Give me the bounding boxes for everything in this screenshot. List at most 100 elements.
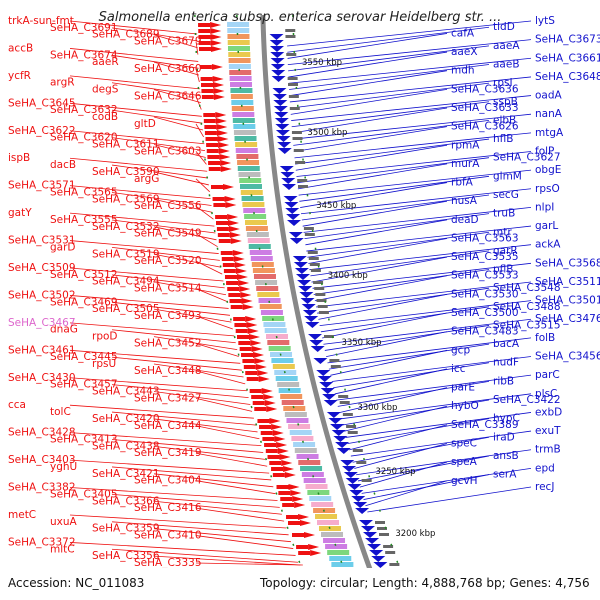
genome-title: Salmonella enterica subsp. enterica sero… <box>98 10 502 25</box>
left-connector <box>153 116 204 131</box>
cds-band <box>245 226 268 231</box>
left-connector <box>195 562 303 566</box>
forward-gene <box>200 77 213 81</box>
forward-gene <box>230 238 242 244</box>
forward-gene <box>216 124 228 130</box>
right-gene-label: oadA <box>535 90 563 102</box>
right-gene-label: ribB <box>493 375 514 387</box>
gc-skew <box>286 53 297 56</box>
forward-gene <box>236 274 248 280</box>
gc-skew <box>346 425 357 428</box>
right-gene-label: serA <box>493 469 517 481</box>
left-connector <box>153 89 201 103</box>
forward-gene <box>239 347 252 351</box>
right-gene-label: rbfA <box>451 177 474 189</box>
gc-skew <box>287 77 298 80</box>
cds-band <box>236 154 259 159</box>
reverse-gene <box>269 34 284 40</box>
left-gene-label: dnaG <box>50 324 78 336</box>
left-connector <box>111 411 256 426</box>
forward-gene <box>239 286 251 292</box>
reverse-gene <box>359 520 373 526</box>
forward-gene <box>235 268 247 274</box>
gc-skew <box>329 359 340 362</box>
left-connector <box>195 205 214 220</box>
cds-band <box>264 328 287 333</box>
cds-band <box>227 28 250 33</box>
gene-features <box>198 22 400 574</box>
right-connector <box>349 424 448 451</box>
right-gene-label: recJ <box>535 481 554 493</box>
reverse-gene <box>367 544 382 550</box>
right-gene-label: rpmA <box>451 139 480 151</box>
left-gene-label: SeHA_C3444 <box>134 420 202 432</box>
reverse-gene <box>293 262 308 268</box>
gc-skew <box>293 149 304 152</box>
left-gene-label: SeHA_C3689 <box>92 29 160 41</box>
gc-skew <box>307 251 318 254</box>
forward-gene <box>254 358 266 364</box>
left-connector <box>69 157 208 172</box>
left-gene-label: SeHA_C3443 <box>92 385 160 397</box>
cds-band <box>239 178 262 183</box>
left-connector <box>111 384 249 399</box>
forward-gene <box>263 394 275 400</box>
gc-skew <box>379 533 390 536</box>
forward-gene <box>266 406 278 412</box>
right-connector <box>327 337 532 364</box>
left-gene-label: metC <box>8 509 36 521</box>
forward-gene <box>288 484 300 490</box>
gc-skew <box>310 269 321 272</box>
left-gene-label: SeHA_C3428 <box>8 427 76 439</box>
forward-gene <box>198 23 211 27</box>
right-gene-label: SeHA_C3530 <box>451 288 519 300</box>
reverse-gene <box>286 214 301 220</box>
gc-skew <box>375 521 385 524</box>
forward-gene <box>258 376 270 382</box>
cds-band <box>249 250 272 255</box>
reverse-gene <box>371 556 386 562</box>
gc-skew <box>376 527 387 530</box>
reverse-gene <box>277 148 292 154</box>
left-gene-label: SeHA_C3356 <box>92 550 160 562</box>
right-gene-label: iraD <box>493 431 515 443</box>
left-gene-label: SeHA_C3420 <box>92 413 160 425</box>
cds-band <box>268 346 291 351</box>
forward-gene <box>205 137 218 141</box>
gc-skew <box>352 449 363 452</box>
left-gene-label: garD <box>50 241 76 253</box>
reverse-gene <box>360 526 375 532</box>
left-connector <box>69 487 278 501</box>
left-gene-label: SeHA_C3405 <box>50 488 118 500</box>
reverse-gene <box>299 292 314 298</box>
cds-band <box>241 196 264 201</box>
forward-gene <box>223 269 236 273</box>
forward-gene <box>207 155 220 159</box>
left-gene-label: SeHA_C3404 <box>134 475 202 487</box>
left-gene-label: SeHA_C3674 <box>50 49 118 61</box>
left-connector <box>153 281 227 296</box>
left-gene-label: cca <box>8 399 26 411</box>
right-connector <box>342 399 490 426</box>
right-connector <box>308 238 448 264</box>
forward-gene <box>298 551 311 555</box>
forward-gene <box>271 467 284 471</box>
forward-gene <box>203 113 216 117</box>
left-connector <box>111 247 220 261</box>
left-gene-label: codB <box>92 111 118 123</box>
cds-band <box>227 46 250 51</box>
right-connector <box>309 244 532 271</box>
gene-labels: 3550 kbp 3500 kbp 3450 kbp 3400 kbp 3350 kbp… <box>8 15 600 569</box>
right-connector <box>318 293 448 320</box>
right-gene-label: parC <box>535 369 560 381</box>
left-connector <box>111 439 264 453</box>
forward-gene <box>247 328 259 334</box>
gc-skew <box>309 263 320 266</box>
forward-gene <box>213 203 226 207</box>
left-connector <box>111 219 216 234</box>
cds-band <box>230 94 253 99</box>
right-gene-label: SeHA_C3535 <box>451 251 519 263</box>
right-gene-label: SeHA_C3511 <box>535 276 600 288</box>
forward-gene <box>213 88 225 94</box>
left-connector <box>195 68 200 83</box>
